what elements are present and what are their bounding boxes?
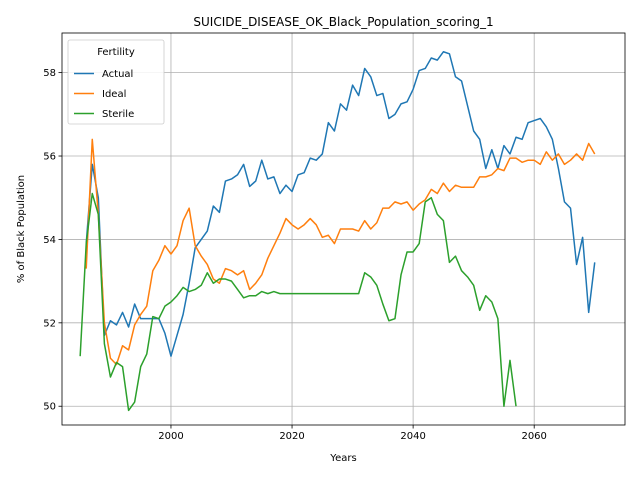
series-line-ideal <box>85 138 596 366</box>
legend-title: Fertility <box>97 47 135 58</box>
y-axis-label: % of Black Population <box>16 175 27 283</box>
legend-label-sterile: Sterile <box>102 109 134 120</box>
x-tick-label: 2000 <box>158 431 183 442</box>
x-tick-label: 2040 <box>400 431 425 442</box>
y-axis-ticks: 50 52 54 56 58 <box>43 68 62 413</box>
x-axis-label: Years <box>329 453 356 464</box>
legend-label-ideal: Ideal <box>102 89 126 100</box>
y-tick-label: 50 <box>43 402 56 413</box>
series-lines <box>79 51 596 412</box>
y-tick-label: 56 <box>43 152 56 163</box>
x-axis-ticks: 2000 2020 2040 2060 <box>158 425 547 442</box>
legend: Fertility Actual Ideal Sterile <box>67 39 165 125</box>
legend-box <box>67 39 165 125</box>
y-tick-label: 54 <box>43 235 56 246</box>
series-line-actual <box>85 51 596 357</box>
x-tick-label: 2060 <box>521 431 546 442</box>
legend-entries: Actual Ideal Sterile <box>74 69 134 120</box>
chart-title: SUICIDE_DISEASE_OK_Black_Population_scor… <box>193 15 493 29</box>
legend-label-actual: Actual <box>102 69 133 80</box>
series-line-sterile <box>79 192 517 412</box>
x-tick-label: 2020 <box>279 431 304 442</box>
y-tick-label: 58 <box>43 68 56 79</box>
plot-frame <box>61 32 626 426</box>
y-tick-label: 52 <box>43 318 56 329</box>
